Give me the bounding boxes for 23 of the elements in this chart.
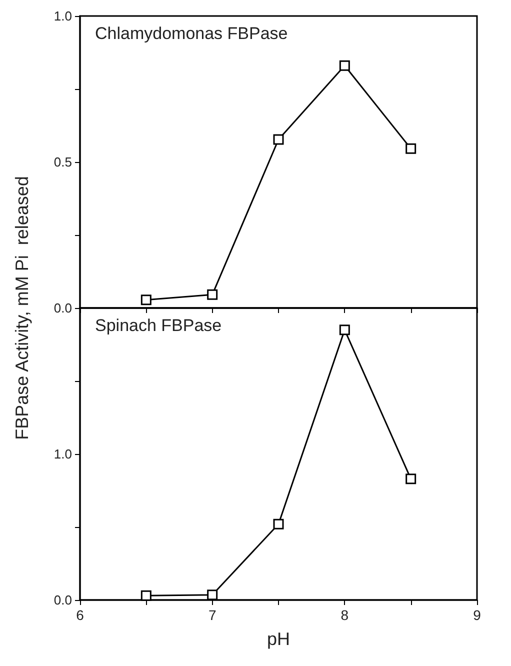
x-tick-label: 7 bbox=[208, 607, 216, 623]
x-tick-label: 9 bbox=[473, 607, 482, 623]
point bbox=[140, 294, 152, 306]
y-tick-label: 0.0 bbox=[54, 592, 72, 608]
y-tick-label: 0.0 bbox=[54, 300, 72, 316]
chart-title: Chlamydomonas FBPase bbox=[95, 24, 288, 43]
point bbox=[207, 590, 218, 600]
point bbox=[273, 518, 284, 530]
point bbox=[406, 143, 416, 154]
point bbox=[339, 324, 350, 336]
y-tick-label: 1.0 bbox=[54, 8, 72, 24]
point bbox=[339, 60, 350, 71]
y-tick-label: 1.0 bbox=[54, 446, 72, 462]
y-tick-label: 0.5 bbox=[54, 154, 72, 170]
x-tick-label: 8 bbox=[340, 607, 349, 623]
point bbox=[207, 289, 218, 300]
point bbox=[273, 134, 284, 145]
point bbox=[140, 590, 152, 601]
y-axis-title: FBPase Activity, mM Pi released bbox=[12, 176, 32, 440]
chart-title: Spinach FBPase bbox=[95, 316, 222, 335]
point bbox=[406, 474, 416, 484]
x-tick-label: 6 bbox=[76, 607, 84, 623]
x-axis-title: pH bbox=[266, 629, 290, 649]
